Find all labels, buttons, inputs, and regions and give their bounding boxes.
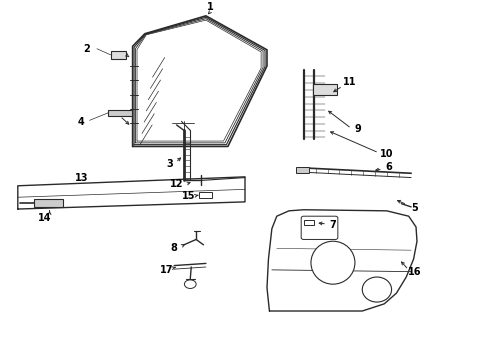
Text: 16: 16 xyxy=(408,267,421,276)
Bar xyxy=(108,109,132,116)
Text: 8: 8 xyxy=(171,243,177,253)
Text: 12: 12 xyxy=(170,179,183,189)
Ellipse shape xyxy=(362,277,392,302)
Text: 2: 2 xyxy=(83,44,90,54)
Text: 13: 13 xyxy=(74,173,88,183)
FancyBboxPatch shape xyxy=(301,216,338,239)
Text: 7: 7 xyxy=(330,220,336,230)
Bar xyxy=(34,199,63,207)
Bar xyxy=(314,84,337,95)
Bar xyxy=(111,51,126,59)
Text: 5: 5 xyxy=(411,203,418,213)
Text: 10: 10 xyxy=(380,149,393,159)
Text: 15: 15 xyxy=(182,191,196,201)
Bar xyxy=(296,167,309,173)
Text: 1: 1 xyxy=(207,2,214,12)
Text: 9: 9 xyxy=(354,123,361,134)
Text: 3: 3 xyxy=(166,159,172,169)
Bar xyxy=(304,220,315,225)
Text: 17: 17 xyxy=(160,265,173,275)
Text: 11: 11 xyxy=(343,77,357,87)
Text: 4: 4 xyxy=(78,117,85,127)
Ellipse shape xyxy=(311,241,355,284)
Text: 6: 6 xyxy=(386,162,392,172)
Text: 14: 14 xyxy=(38,213,51,223)
Bar xyxy=(198,192,212,198)
